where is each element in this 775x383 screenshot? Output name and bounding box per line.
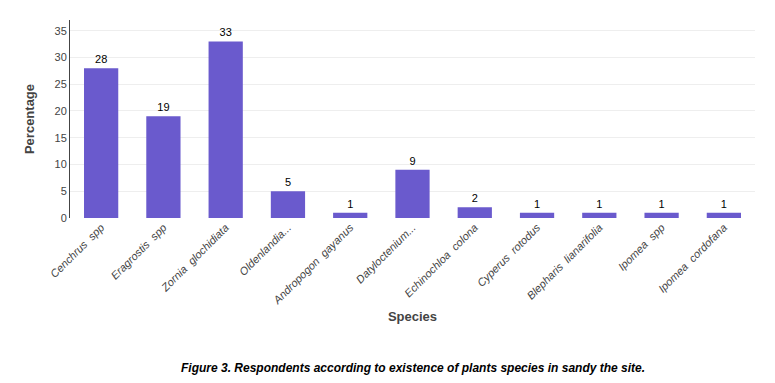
svg-text:Figure 3. Respondents accordin: Figure 3. Respondents according to exist… bbox=[181, 361, 645, 375]
svg-text:5: 5 bbox=[61, 185, 67, 197]
svg-text:28: 28 bbox=[95, 53, 107, 65]
svg-text:Cenchrus spp: Cenchrus spp bbox=[48, 221, 107, 280]
svg-text:Blepharis lianarifolia: Blepharis lianarifolia bbox=[524, 221, 604, 301]
svg-text:25: 25 bbox=[55, 78, 67, 90]
svg-text:1: 1 bbox=[347, 198, 353, 210]
svg-text:33: 33 bbox=[220, 26, 232, 38]
svg-text:30: 30 bbox=[55, 51, 67, 63]
svg-text:Echinochloa colona: Echinochloa colona bbox=[402, 221, 480, 299]
svg-text:15: 15 bbox=[55, 132, 67, 144]
svg-text:Andropogon gayanus: Andropogon gayanus bbox=[270, 221, 356, 307]
svg-text:Cyperus rotodus: Cyperus rotodus bbox=[475, 221, 543, 289]
svg-text:10: 10 bbox=[55, 158, 67, 170]
svg-text:Datyloctenium...: Datyloctenium... bbox=[354, 221, 418, 285]
svg-text:Eragrostis spp: Eragrostis spp bbox=[108, 221, 168, 281]
svg-text:0: 0 bbox=[61, 212, 67, 224]
svg-text:Species: Species bbox=[388, 309, 437, 324]
svg-text:Zornia glochidiata: Zornia glochidiata bbox=[158, 221, 231, 294]
svg-text:2: 2 bbox=[472, 192, 478, 204]
svg-text:19: 19 bbox=[157, 101, 169, 113]
svg-text:1: 1 bbox=[596, 198, 602, 210]
svg-text:1: 1 bbox=[721, 198, 727, 210]
svg-text:9: 9 bbox=[409, 155, 415, 167]
svg-text:5: 5 bbox=[285, 176, 291, 188]
svg-text:Percentage: Percentage bbox=[22, 84, 37, 154]
svg-text:Ipomea cordofana: Ipomea cordofana bbox=[656, 221, 729, 294]
svg-text:Oldenlandia...: Oldenlandia... bbox=[237, 221, 293, 277]
svg-text:20: 20 bbox=[55, 105, 67, 117]
svg-text:Ipomea spp: Ipomea spp bbox=[616, 221, 667, 272]
svg-text:35: 35 bbox=[55, 25, 67, 37]
svg-text:1: 1 bbox=[659, 198, 665, 210]
svg-text:1: 1 bbox=[534, 198, 540, 210]
